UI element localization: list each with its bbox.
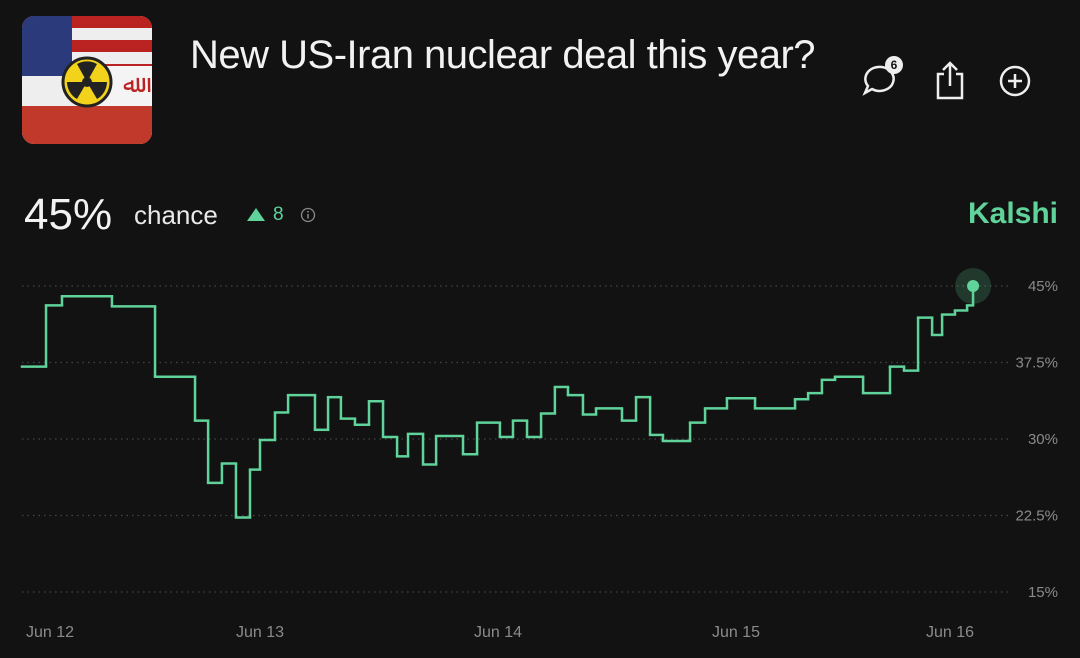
- y-tick-label: 37.5%: [1015, 355, 1058, 372]
- add-button[interactable]: [996, 62, 1034, 100]
- source: Kalshi: [967, 197, 1058, 230]
- x-tick-label: Jun 14: [474, 624, 522, 641]
- y-tick-label: 30%: [1028, 431, 1058, 448]
- x-tick-label: Jun 15: [712, 624, 760, 641]
- chance-value: 45%: [24, 190, 113, 239]
- chance-label: chance: [134, 200, 218, 230]
- y-tick-label: 22.5%: [1015, 508, 1058, 525]
- x-tick-label: Jun 13: [236, 624, 284, 641]
- comments-button[interactable]: 6: [858, 55, 904, 101]
- change-value: 8: [273, 204, 284, 225]
- share-button[interactable]: [930, 60, 970, 102]
- end-point: [967, 280, 980, 292]
- x-tick-label: Jun 12: [26, 624, 74, 641]
- info-icon[interactable]: [299, 206, 317, 224]
- up-arrow: [247, 208, 265, 221]
- y-tick-label: 45%: [1028, 278, 1058, 295]
- comment-count: 6: [891, 58, 898, 72]
- market-title: New US-Iran nuclear deal this year?: [190, 33, 816, 77]
- market-image: ﷲ: [22, 16, 152, 144]
- x-tick-label: Jun 16: [926, 624, 974, 641]
- y-tick-label: 15%: [1028, 584, 1058, 601]
